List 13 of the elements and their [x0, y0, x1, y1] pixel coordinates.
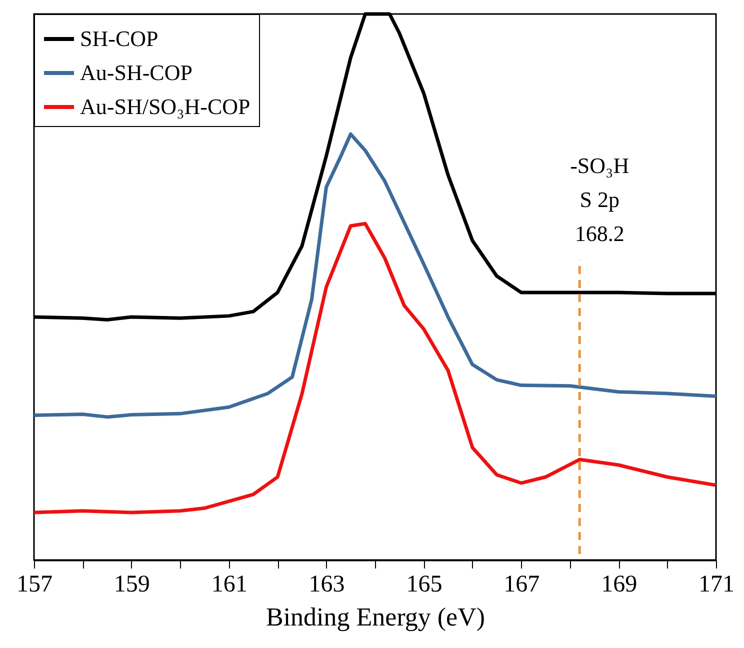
- x-tick-label: 159: [114, 572, 150, 598]
- legend-label: Au-SH-COP: [80, 60, 192, 85]
- x-tick-label: 167: [504, 572, 540, 598]
- x-tick-label: 163: [308, 572, 345, 598]
- legend-label: SH-COP: [80, 26, 158, 51]
- x-tick-label: 169: [601, 572, 638, 598]
- legend-label: Au-SH/SO₃H-COP: [80, 94, 250, 119]
- x-axis-title: Binding Energy (eV): [266, 602, 486, 632]
- x-tick-label: 171: [698, 572, 734, 598]
- x-tick-label: 157: [16, 572, 52, 598]
- x-tick-label: 161: [211, 572, 248, 598]
- x-tick-label: 165: [406, 572, 442, 598]
- ref-line-label: -SO₃H S 2p 168.2: [570, 152, 630, 246]
